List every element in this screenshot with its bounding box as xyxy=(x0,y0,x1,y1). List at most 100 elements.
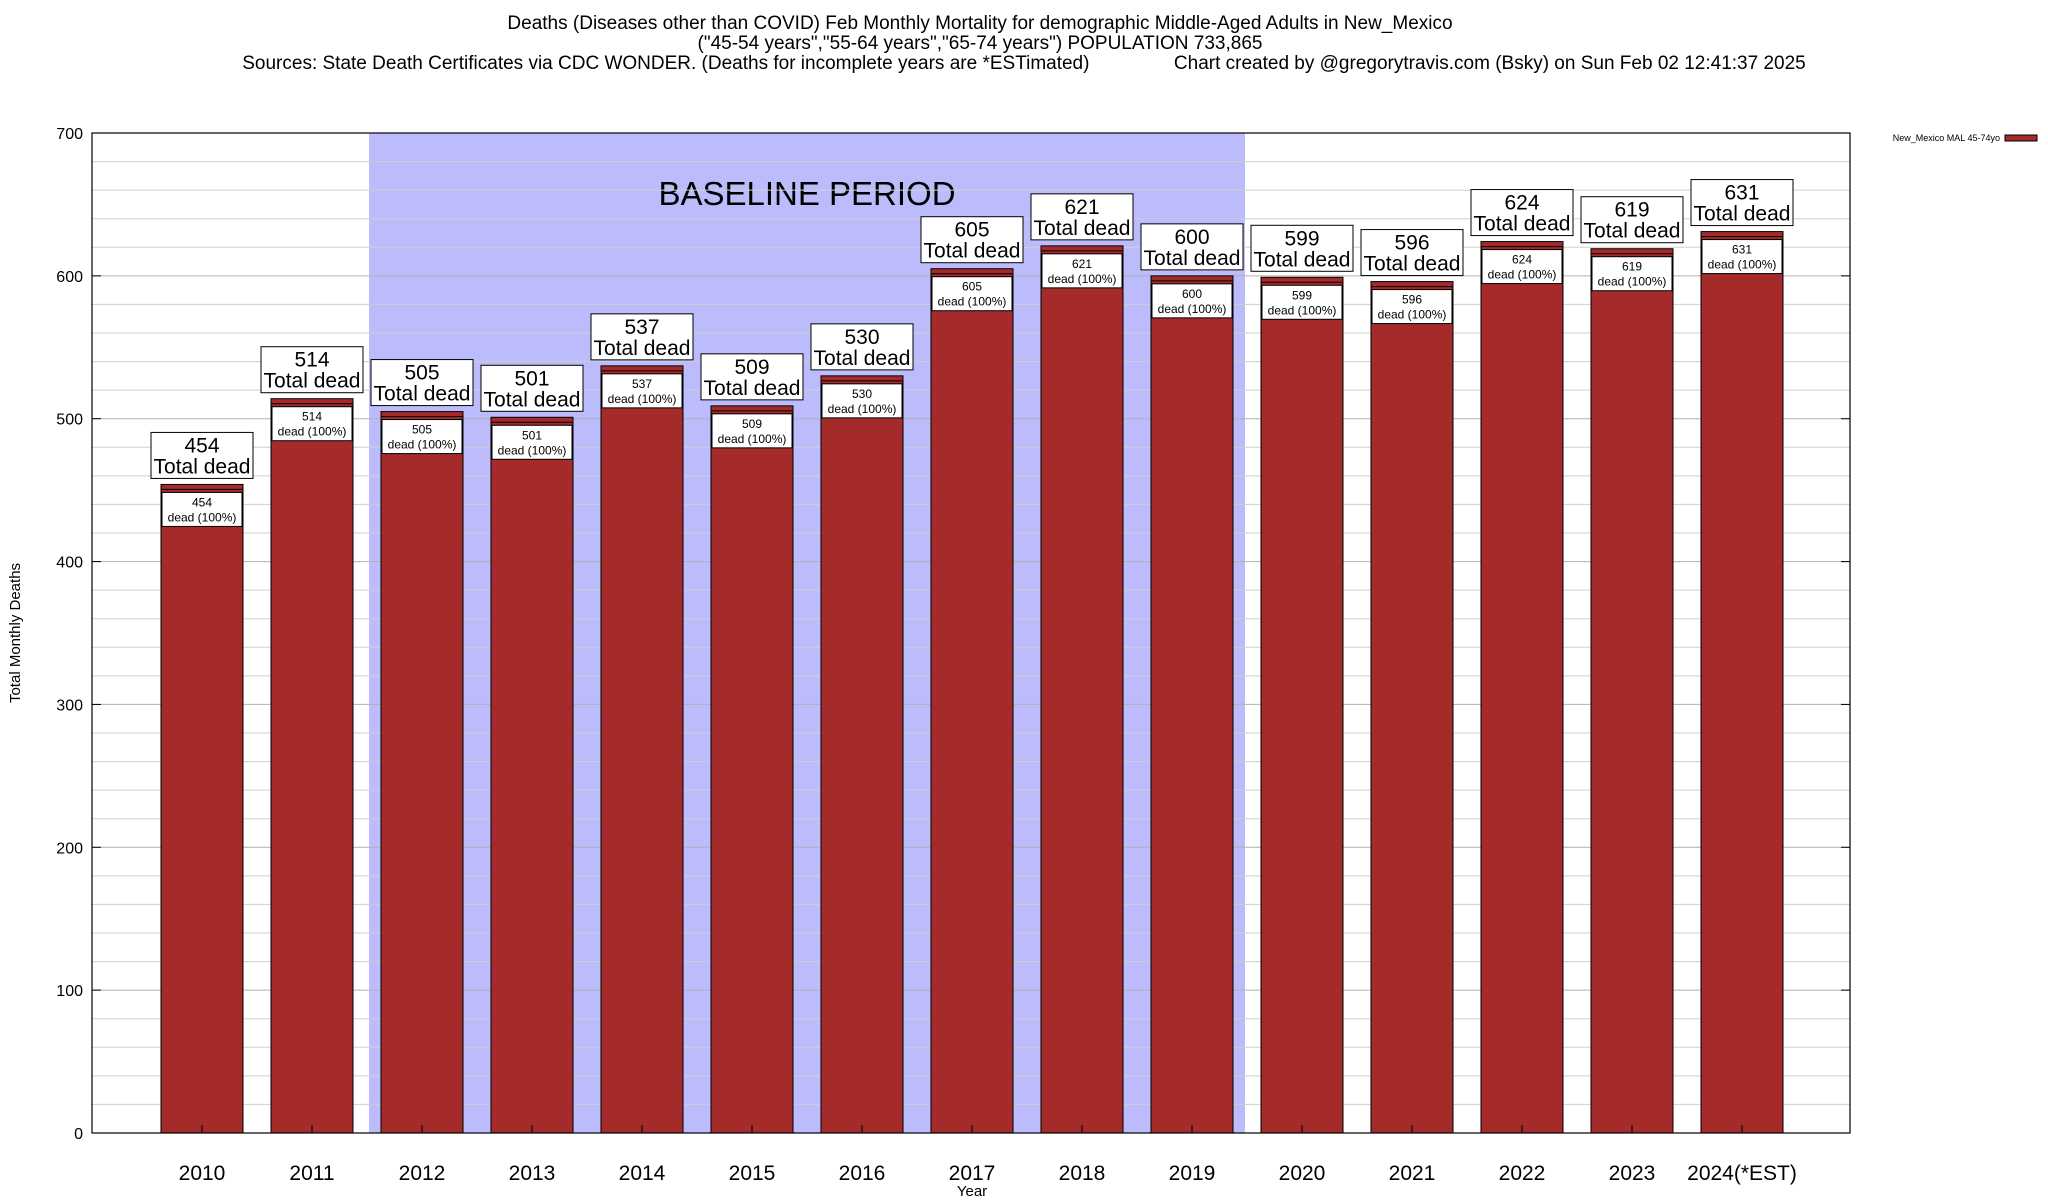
inner-label-box xyxy=(161,491,243,527)
inner-caption-label: dead (100%) xyxy=(168,510,237,524)
x-tick-label: 2021 xyxy=(1389,1162,1436,1185)
top-label-box xyxy=(920,216,1024,264)
x-axis-title: Year xyxy=(957,1183,987,1200)
inner-value-label: 619 xyxy=(1622,260,1642,274)
x-tick-label: 2015 xyxy=(729,1162,776,1185)
top-label-box xyxy=(1470,189,1574,237)
inner-caption-label: dead (100%) xyxy=(828,402,897,416)
top-value-label: 605 xyxy=(954,219,989,242)
top-value-label: 530 xyxy=(844,326,879,349)
top-label-box xyxy=(1690,179,1794,227)
inner-value-label: 505 xyxy=(412,423,432,437)
top-label-box xyxy=(370,359,474,407)
top-caption-label: Total dead xyxy=(1034,217,1131,240)
top-value-label: 537 xyxy=(624,316,659,339)
y-tick-label: 400 xyxy=(56,555,83,572)
y-tick-label: 0 xyxy=(74,1126,83,1143)
top-caption-label: Total dead xyxy=(1144,247,1241,270)
top-caption-label: Total dead xyxy=(154,455,251,478)
top-value-label: 600 xyxy=(1174,226,1209,249)
y-tick-label: 600 xyxy=(56,269,83,286)
top-label-box xyxy=(1580,196,1684,244)
inner-label-box xyxy=(1371,289,1453,325)
x-tick-label: 2023 xyxy=(1609,1162,1656,1185)
bar xyxy=(1040,245,1124,1134)
top-caption-label: Total dead xyxy=(924,240,1021,263)
top-label-box xyxy=(700,353,804,401)
top-value-label: 454 xyxy=(184,434,219,457)
inner-caption-label: dead (100%) xyxy=(1598,275,1667,289)
inner-label-box xyxy=(381,419,463,455)
x-tick-label: 2018 xyxy=(1059,1162,1106,1185)
x-tick-label: 2011 xyxy=(289,1162,334,1185)
bar xyxy=(600,365,684,1134)
bar xyxy=(1700,231,1784,1134)
top-caption-label: Total dead xyxy=(1474,213,1571,236)
top-value-label: 509 xyxy=(734,356,769,379)
top-caption-label: Total dead xyxy=(814,347,911,370)
y-tick-label: 200 xyxy=(56,840,83,857)
inner-caption-label: dead (100%) xyxy=(608,392,677,406)
inner-label-box xyxy=(601,373,683,409)
x-tick-label: 2022 xyxy=(1499,1162,1546,1185)
inner-value-label: 624 xyxy=(1512,253,1532,267)
inner-label-box xyxy=(1041,253,1123,289)
legend-swatch xyxy=(2004,134,2038,142)
bar xyxy=(1370,281,1454,1134)
top-caption-label: Total dead xyxy=(594,337,691,360)
inner-label-box xyxy=(1591,256,1673,292)
top-label-box xyxy=(1140,223,1244,271)
inner-value-label: 501 xyxy=(522,428,542,442)
inner-label-box xyxy=(1151,283,1233,319)
inner-caption-label: dead (100%) xyxy=(1488,268,1557,282)
top-caption-label: Total dead xyxy=(484,388,581,411)
top-value-label: 501 xyxy=(514,367,549,390)
top-value-label: 599 xyxy=(1284,227,1319,250)
inner-value-label: 454 xyxy=(192,495,212,509)
bar xyxy=(820,375,904,1134)
inner-label-box xyxy=(821,383,903,419)
inner-caption-label: dead (100%) xyxy=(1158,302,1227,316)
top-value-label: 621 xyxy=(1064,196,1099,219)
x-tick-label: 2013 xyxy=(509,1162,556,1185)
inner-caption-label: dead (100%) xyxy=(1268,303,1337,317)
inner-value-label: 605 xyxy=(962,280,982,294)
x-tick-label: 2012 xyxy=(399,1162,446,1185)
inner-label-box xyxy=(711,413,793,449)
inner-caption-label: dead (100%) xyxy=(278,425,347,439)
baseline-period-label: BASELINE PERIOD xyxy=(658,175,955,212)
legend-label: New_Mexico MAL 45-74yo xyxy=(1893,133,2000,143)
top-value-label: 631 xyxy=(1724,182,1759,205)
inner-value-label: 514 xyxy=(302,410,322,424)
top-label-box xyxy=(480,364,584,412)
top-label-box xyxy=(260,346,364,394)
top-value-label: 619 xyxy=(1614,199,1649,222)
inner-value-label: 621 xyxy=(1072,257,1092,271)
y-tick-label: 700 xyxy=(56,126,83,143)
x-tick-label: 2017 xyxy=(949,1162,996,1185)
inner-value-label: 599 xyxy=(1292,288,1312,302)
inner-label-box xyxy=(271,406,353,442)
inner-caption-label: dead (100%) xyxy=(388,438,457,452)
top-value-label: 505 xyxy=(404,362,439,385)
bar xyxy=(380,411,464,1134)
top-label-box xyxy=(1250,224,1354,272)
top-label-box xyxy=(150,431,254,479)
y-tick-label: 300 xyxy=(56,697,83,714)
inner-label-box xyxy=(491,424,573,460)
top-caption-label: Total dead xyxy=(704,377,801,400)
top-caption-label: Total dead xyxy=(1584,220,1681,243)
x-tick-label: 2014 xyxy=(619,1162,666,1185)
inner-value-label: 509 xyxy=(742,417,762,431)
x-tick-label: 2019 xyxy=(1169,1162,1216,1185)
top-label-box xyxy=(1360,229,1464,277)
y-tick-label: 500 xyxy=(56,412,83,429)
top-value-label: 514 xyxy=(294,349,329,372)
top-label-box xyxy=(810,323,914,371)
inner-label-box xyxy=(1701,239,1783,275)
top-caption-label: Total dead xyxy=(1694,203,1791,226)
chart-title: Deaths (Diseases other than COVID) Feb M… xyxy=(507,13,1453,34)
bar xyxy=(1150,275,1234,1134)
bar xyxy=(1480,241,1564,1134)
